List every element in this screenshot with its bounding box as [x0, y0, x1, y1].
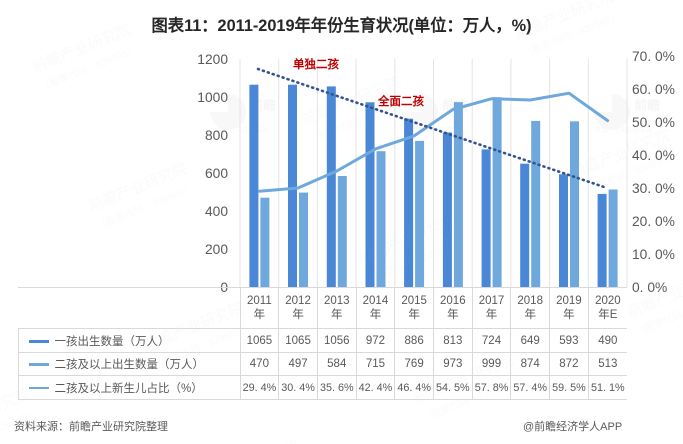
svg-text:20. 0%: 20. 0%	[632, 214, 675, 229]
svg-text:单独二孩: 单独二孩	[293, 57, 339, 71]
svg-text:40. 0%: 40. 0%	[632, 148, 675, 163]
svg-text:全面二孩: 全面二孩	[377, 94, 424, 108]
svg-text:1200: 1200	[197, 52, 228, 67]
svg-text:600: 600	[205, 166, 228, 181]
svg-text:0. 0%: 0. 0%	[632, 280, 667, 295]
svg-text:1000: 1000	[197, 90, 228, 105]
svg-text:400: 400	[205, 204, 228, 219]
svg-text:前瞻: 前瞻	[634, 98, 660, 113]
svg-text:800: 800	[205, 128, 228, 143]
svg-text:70. 0%: 70. 0%	[632, 49, 675, 64]
svg-text:60. 0%: 60. 0%	[632, 82, 675, 97]
svg-text:50. 0%: 50. 0%	[632, 115, 675, 130]
svg-text:10. 0%: 10. 0%	[632, 247, 675, 262]
svg-text:200: 200	[205, 242, 228, 257]
svg-text:30. 0%: 30. 0%	[632, 181, 675, 196]
